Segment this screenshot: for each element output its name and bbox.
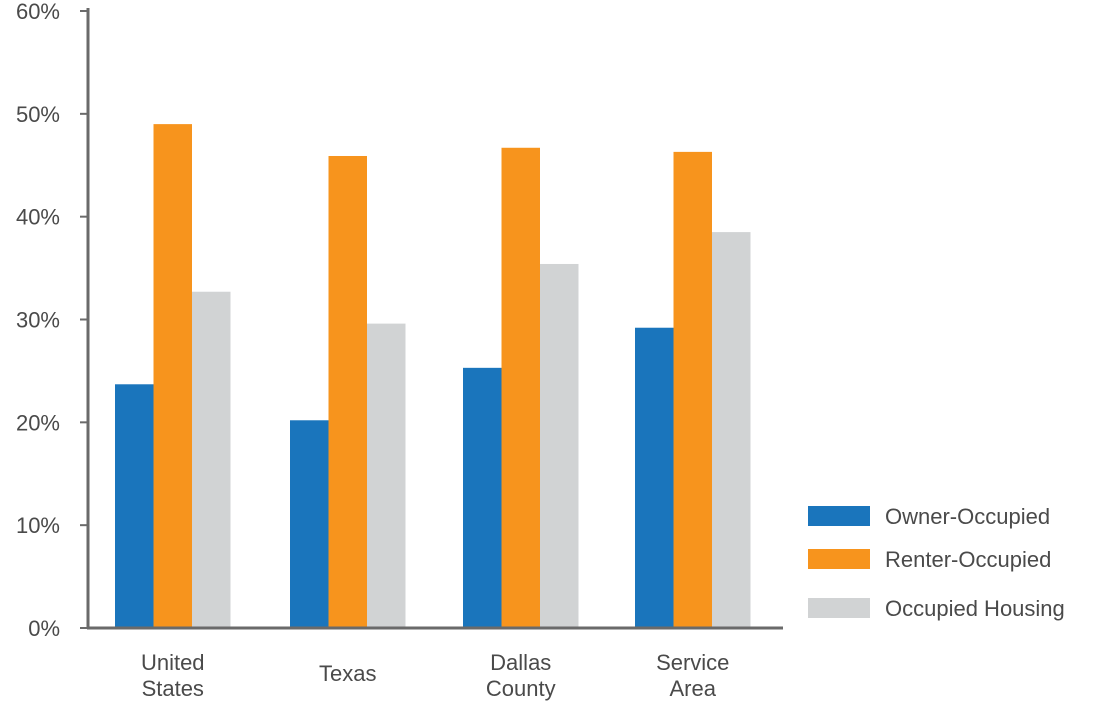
x-category-label: Texas [319, 661, 376, 686]
x-category-label: Area [670, 676, 717, 701]
bar-occupied-housing-0 [192, 291, 231, 628]
bar-occupied-housing-2 [540, 263, 579, 628]
legend-swatch-renter-occupied [808, 549, 870, 569]
bar-renter-occupied-1 [328, 155, 367, 628]
x-category-label: States [142, 676, 204, 701]
x-category-label: Dallas [490, 650, 551, 675]
bar-occupied-housing-1 [367, 323, 406, 628]
bar-renter-occupied-2 [501, 147, 540, 629]
y-tick-label: 40% [16, 205, 60, 230]
legend-label-renter-occupied: Renter-Occupied [885, 547, 1051, 572]
bars-group [115, 124, 751, 629]
y-tick-label: 60% [16, 0, 60, 24]
legend-swatch-owner-occupied [808, 506, 870, 526]
legend-swatch-occupied-housing [808, 598, 870, 618]
x-category-label: County [486, 676, 556, 701]
x-category-label: United [141, 650, 205, 675]
y-tick-label: 10% [16, 513, 60, 538]
y-tick-label: 50% [16, 102, 60, 127]
y-tick-label: 30% [16, 308, 60, 333]
y-tick-label: 20% [16, 410, 60, 435]
legend-label-owner-occupied: Owner-Occupied [885, 504, 1050, 529]
legend-label-occupied-housing: Occupied Housing [885, 596, 1065, 621]
x-category-label: Service [656, 650, 729, 675]
bar-owner-occupied-1 [290, 420, 329, 628]
legend: Owner-Occupied Renter-Occupied Occupied Ho… [808, 504, 1065, 621]
y-tick-label: 0% [28, 616, 60, 641]
bar-owner-occupied-3 [635, 327, 674, 628]
y-axis-ticks: 0% 10% 20% 30% 40% 50% 60% [16, 0, 88, 641]
bar-owner-occupied-2 [463, 367, 502, 628]
bar-owner-occupied-0 [115, 384, 154, 628]
bar-occupied-housing-3 [712, 232, 751, 628]
bar-renter-occupied-0 [153, 124, 192, 628]
bar-renter-occupied-3 [673, 151, 712, 629]
